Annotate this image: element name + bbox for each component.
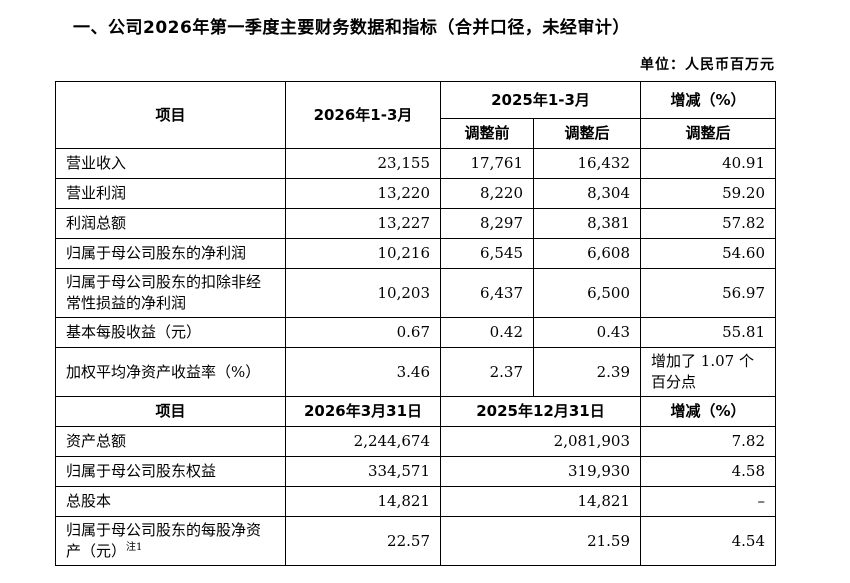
- value-current: 14,821: [285, 486, 441, 517]
- table-row: 归属于母公司股东的每股净资产（元）注1 22.57 21.59 4.54: [55, 516, 777, 566]
- value-prior-after: 0.43: [532, 317, 642, 348]
- header-item: 项目: [55, 81, 286, 149]
- table-row: 利润总额 13,227 8,297 8,381 57.82: [55, 208, 777, 239]
- table-row: 归属于母公司股东的净利润 10,216 6,545 6,608 54.60: [55, 238, 777, 269]
- financial-indicators-table: 项目 2026年1-3月 2025年1-3月 增减（%） 调整前 调整后 调整后…: [55, 81, 777, 566]
- table-row: 归属于母公司股东权益 334,571 319,930 4.58: [55, 456, 777, 487]
- value-prior-after: 6,608: [532, 238, 642, 269]
- table-row: 总股本 14,821 14,821 –: [55, 486, 777, 517]
- header-change: 增减（%）: [640, 396, 777, 427]
- row-item-label: 归属于母公司股东的净利润: [55, 238, 286, 269]
- table-row: 资产总额 2,244,674 2,081,903 7.82: [55, 426, 777, 457]
- value-change: 54.60: [640, 238, 777, 269]
- unit-note: 单位：人民币百万元: [640, 57, 775, 73]
- row-item-label: 加权平均净资产收益率（%）: [55, 347, 286, 397]
- value-prior-before: 8,297: [440, 208, 534, 239]
- value-current: 10,203: [285, 268, 441, 318]
- value-change: 59.20: [640, 178, 777, 209]
- balance-header-row: 项目 2026年3月31日 2025年12月31日 增减（%）: [55, 396, 777, 427]
- row-item-label: 总股本: [55, 486, 286, 517]
- header-after-adjust: 调整后: [532, 118, 642, 149]
- value-change: 55.81: [640, 317, 777, 348]
- income-header-row-1: 项目 2026年1-3月 2025年1-3月 增减（%）: [55, 81, 777, 149]
- value-change: 4.58: [640, 456, 777, 487]
- table-row: 加权平均净资产收益率（%） 3.46 2.37 2.39 增加了 1.07 个百…: [55, 347, 777, 397]
- value-prior: 21.59: [439, 516, 642, 566]
- row-item-text: 归属于母公司股东的每股净资产（元）: [66, 521, 262, 560]
- value-change: –: [640, 486, 777, 517]
- value-current: 3.46: [285, 347, 441, 397]
- value-prior-after: 2.39: [532, 347, 642, 397]
- value-current: 22.57: [285, 516, 441, 566]
- value-prior-after: 6,500: [532, 268, 642, 318]
- header-date-prior: 2025年12月31日: [439, 396, 642, 427]
- value-prior-before: 6,545: [440, 238, 534, 269]
- value-current: 10,216: [285, 238, 441, 269]
- page-title: 一、公司2026年第一季度主要财务数据和指标（合并口径，未经审计）: [73, 18, 630, 38]
- header-date-current: 2026年3月31日: [285, 396, 441, 427]
- value-change: 4.54: [640, 516, 777, 566]
- row-item-label: 利润总额: [55, 208, 286, 239]
- header-period-prior: 2025年1-3月: [439, 81, 642, 119]
- value-change: 57.82: [640, 208, 777, 239]
- value-change: 40.91: [640, 148, 777, 179]
- value-prior-before: 2.37: [440, 347, 534, 397]
- table-row: 营业利润 13,220 8,220 8,304 59.20: [55, 178, 777, 209]
- value-prior: 14,821: [439, 486, 642, 517]
- footnote-ref: 注1: [126, 542, 143, 553]
- value-change: 7.82: [640, 426, 777, 457]
- value-prior-after: 8,381: [532, 208, 642, 239]
- row-item-label: 营业利润: [55, 178, 286, 209]
- value-current: 334,571: [285, 456, 441, 487]
- value-current: 13,220: [285, 178, 441, 209]
- header-change-after-adjust: 调整后: [640, 118, 777, 149]
- value-prior-before: 8,220: [440, 178, 534, 209]
- value-prior: 319,930: [439, 456, 642, 487]
- header-item: 项目: [55, 396, 286, 427]
- value-prior-before: 17,761: [440, 148, 534, 179]
- income-header-row-2: 调整前 调整后 调整后: [56, 118, 777, 149]
- header-before-adjust: 调整前: [440, 118, 534, 149]
- value-prior: 2,081,903: [439, 426, 642, 457]
- value-prior-before: 6,437: [440, 268, 534, 318]
- table-row: 基本每股收益（元） 0.67 0.42 0.43 55.81: [55, 317, 777, 348]
- row-item-label: 归属于母公司股东的每股净资产（元）注1: [55, 516, 286, 566]
- row-item-label: 归属于母公司股东权益: [55, 456, 286, 487]
- value-prior-before: 0.42: [440, 317, 534, 348]
- row-item-label: 归属于母公司股东的扣除非经常性损益的净利润: [55, 268, 286, 318]
- row-item-label: 营业收入: [55, 148, 286, 179]
- value-change: 增加了 1.07 个百分点: [640, 347, 777, 397]
- value-current: 0.67: [285, 317, 441, 348]
- row-item-label: 资产总额: [55, 426, 286, 457]
- table-row: 归属于母公司股东的扣除非经常性损益的净利润 10,203 6,437 6,500…: [55, 268, 777, 318]
- value-current: 23,155: [285, 148, 441, 179]
- header-period-current: 2026年1-3月: [285, 81, 441, 149]
- value-current: 2,244,674: [285, 426, 441, 457]
- value-current: 13,227: [285, 208, 441, 239]
- header-change: 增减（%）: [640, 81, 777, 119]
- row-item-label: 基本每股收益（元）: [55, 317, 286, 348]
- value-prior-after: 8,304: [532, 178, 642, 209]
- value-change: 56.97: [640, 268, 777, 318]
- table-row: 营业收入 23,155 17,761 16,432 40.91: [55, 148, 777, 179]
- value-prior-after: 16,432: [532, 148, 642, 179]
